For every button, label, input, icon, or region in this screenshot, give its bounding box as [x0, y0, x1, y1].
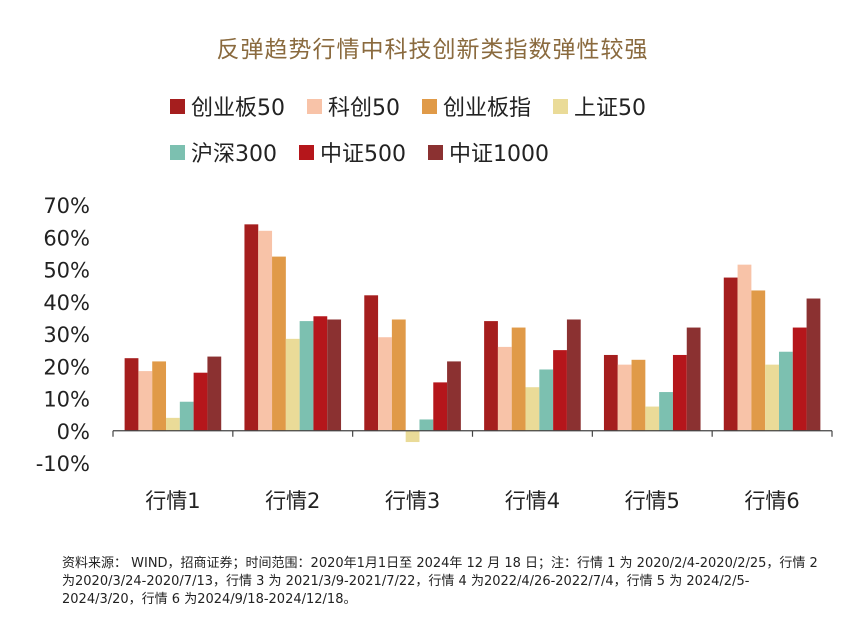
chart-legend: 创业板50 科创50 创业板指 上证50 沪深300 中证500 中证1000: [170, 90, 790, 182]
bar: [285, 338, 300, 431]
y-tick-label: 60%: [43, 226, 90, 250]
bar: [751, 290, 766, 431]
bar: [124, 358, 139, 431]
legend-row-1: 创业板50 科创50 创业板指 上证50: [170, 90, 790, 122]
bar: [778, 351, 793, 431]
y-tick-label: 10%: [43, 388, 90, 412]
bar: [433, 382, 448, 431]
legend-swatch: [428, 144, 443, 160]
bar: [525, 387, 540, 431]
y-tick-label: 0%: [57, 420, 90, 444]
bar: [179, 401, 194, 431]
legend-label: 沪深300: [191, 142, 277, 167]
y-tick-label: 40%: [43, 291, 90, 315]
bar: [258, 230, 273, 431]
bar: [447, 361, 461, 431]
legend-item: 创业板指: [422, 90, 531, 122]
bar: [553, 350, 567, 431]
legend-swatch: [170, 144, 185, 160]
y-tick-label: 50%: [43, 259, 90, 283]
chart-title: 反弹趋势行情中科技创新类指数弹性较强: [216, 37, 649, 63]
bar: [193, 372, 208, 431]
bar: [207, 356, 222, 431]
bar: [419, 419, 434, 431]
bar: [138, 371, 153, 431]
bar: [244, 224, 259, 431]
bar: [566, 319, 581, 431]
legend-item: 创业板50: [170, 90, 285, 122]
bar: [391, 319, 406, 431]
legend-row-2: 沪深300 中证500 中证1000: [170, 136, 790, 168]
legend-label: 上证50: [574, 96, 647, 121]
legend-swatch: [553, 98, 569, 114]
legend-swatch: [299, 144, 314, 160]
legend-label: 创业板指: [443, 96, 532, 121]
legend-swatch: [170, 98, 185, 114]
x-tick-label: 行情3: [385, 489, 440, 513]
bar: [272, 256, 286, 431]
bar: [631, 359, 646, 431]
bar: [806, 298, 821, 431]
legend-item: 上证50: [553, 90, 646, 122]
bar: [737, 264, 752, 431]
legend-label: 中证500: [320, 142, 406, 167]
legend-label: 科创50: [328, 96, 400, 121]
x-tick-label: 行情4: [505, 489, 560, 513]
bar: [539, 369, 554, 431]
bar: [166, 417, 180, 431]
legend-item: 科创50: [307, 90, 400, 122]
bar: [686, 327, 701, 431]
legend-item: 沪深300: [170, 136, 277, 168]
bar: [792, 327, 807, 431]
legend-swatch: [307, 98, 322, 114]
x-tick-label: 行情1: [145, 489, 200, 513]
x-tick-label: 行情5: [625, 489, 680, 513]
bar: [364, 295, 379, 431]
legend-label: 中证1000: [449, 142, 549, 167]
legend-swatch: [422, 98, 437, 114]
bar: [511, 327, 526, 431]
source-note: 资料来源： WIND，招商证券；时间范围：2020年1月1日至 2024年 12…: [62, 556, 818, 607]
legend-item: 中证1000: [428, 136, 549, 168]
y-tick-label: 30%: [43, 323, 90, 347]
bar: [765, 364, 779, 431]
bar: [672, 354, 687, 431]
y-tick-label: 20%: [43, 355, 90, 379]
y-tick-label: 70%: [43, 194, 90, 218]
bar: [603, 354, 618, 431]
bar: [313, 316, 328, 431]
legend-label: 创业板50: [191, 96, 285, 121]
bar: [327, 319, 342, 431]
bar: [497, 346, 512, 431]
bar: [617, 364, 632, 431]
bar: [378, 337, 392, 431]
bar: [484, 321, 498, 431]
bar: [299, 321, 314, 431]
bar: [723, 277, 738, 431]
bar: [659, 392, 673, 431]
bar: [645, 406, 660, 431]
bar: [405, 430, 420, 443]
legend-item: 中证500: [299, 136, 406, 168]
bar: [152, 361, 167, 431]
x-tick-label: 行情2: [265, 489, 320, 513]
x-tick-label: 行情6: [744, 489, 799, 513]
y-tick-label: -10%: [36, 452, 90, 476]
